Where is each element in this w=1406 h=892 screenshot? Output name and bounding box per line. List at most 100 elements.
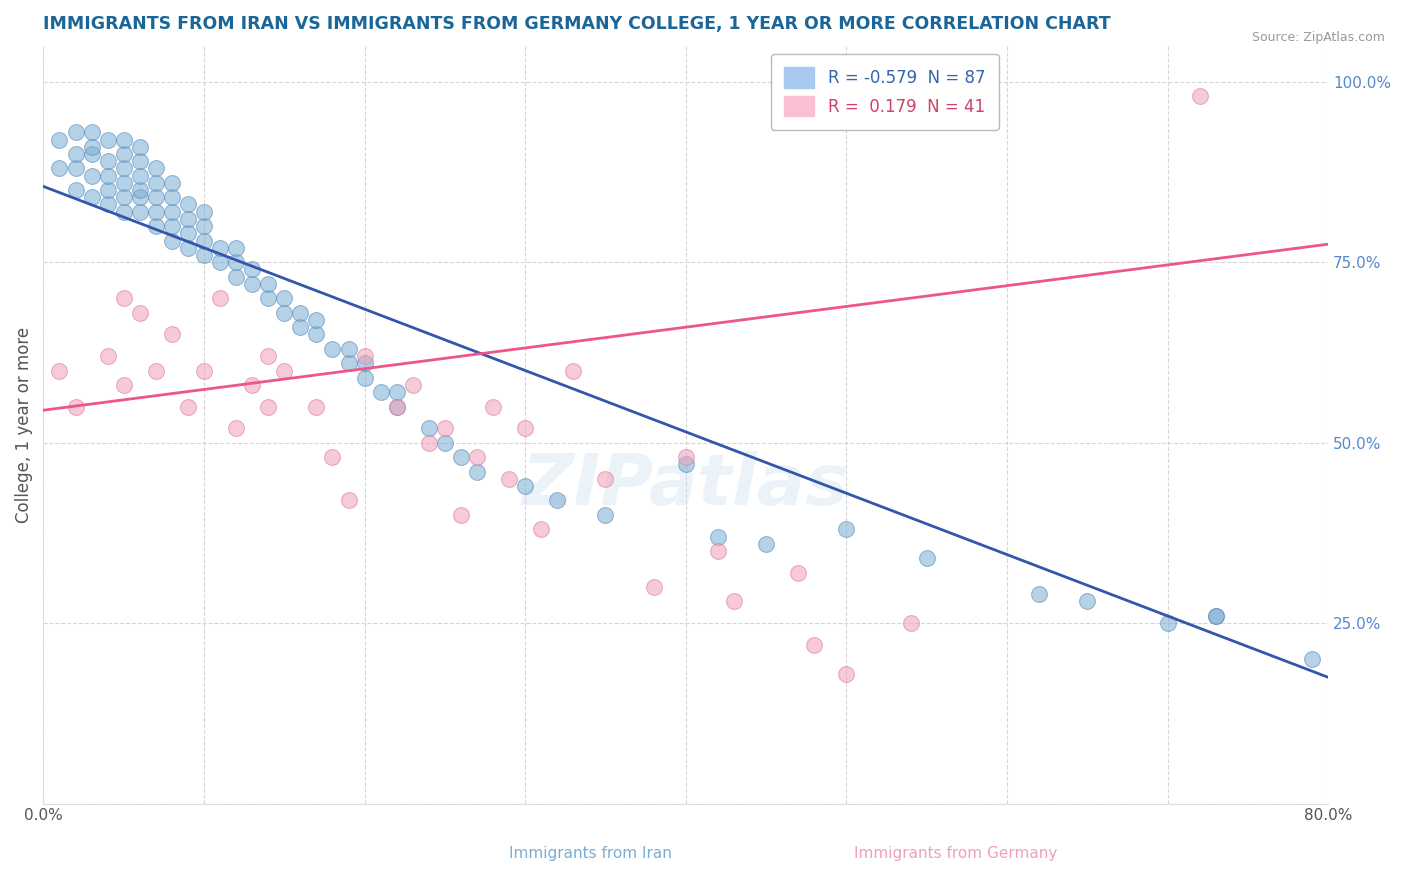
Point <box>482 400 505 414</box>
Point <box>112 190 135 204</box>
Point <box>353 356 375 370</box>
Point <box>80 190 103 204</box>
Point <box>290 320 312 334</box>
Point <box>675 458 697 472</box>
Point <box>370 385 392 400</box>
Point <box>385 400 408 414</box>
Point <box>80 125 103 139</box>
Point <box>65 183 87 197</box>
Point <box>112 204 135 219</box>
Point <box>128 306 150 320</box>
Point <box>80 147 103 161</box>
Point <box>305 327 328 342</box>
Point <box>112 291 135 305</box>
Point <box>787 566 810 580</box>
Point <box>707 544 730 558</box>
Point <box>193 363 215 377</box>
Point <box>707 529 730 543</box>
Point <box>177 227 200 241</box>
Y-axis label: College, 1 year or more: College, 1 year or more <box>15 326 32 523</box>
Point <box>385 385 408 400</box>
Point <box>321 450 343 464</box>
Point <box>112 161 135 176</box>
Point <box>273 306 295 320</box>
Point <box>48 132 70 146</box>
Point <box>498 472 520 486</box>
Point <box>128 190 150 204</box>
Point <box>177 241 200 255</box>
Point <box>755 537 778 551</box>
Point <box>65 161 87 176</box>
Point <box>160 234 183 248</box>
Point <box>209 291 232 305</box>
Point <box>193 248 215 262</box>
Point <box>353 370 375 384</box>
Point <box>305 313 328 327</box>
Point <box>112 147 135 161</box>
Point <box>675 450 697 464</box>
Point <box>450 450 472 464</box>
Point <box>433 435 456 450</box>
Text: Source: ZipAtlas.com: Source: ZipAtlas.com <box>1251 31 1385 45</box>
Point <box>433 421 456 435</box>
Point <box>177 197 200 211</box>
Point <box>321 342 343 356</box>
Point <box>145 176 167 190</box>
Point <box>193 234 215 248</box>
Point <box>97 132 120 146</box>
Point <box>225 241 247 255</box>
Point <box>418 435 440 450</box>
Text: ZIPatlas: ZIPatlas <box>522 450 849 520</box>
Point <box>145 190 167 204</box>
Point <box>128 139 150 153</box>
Point <box>900 616 922 631</box>
Point <box>305 400 328 414</box>
Point <box>915 551 938 566</box>
Point <box>290 306 312 320</box>
Point <box>48 161 70 176</box>
Point <box>193 204 215 219</box>
Point <box>337 493 360 508</box>
Point <box>97 154 120 169</box>
Point <box>160 327 183 342</box>
Point <box>160 190 183 204</box>
Point <box>112 378 135 392</box>
Legend: R = -0.579  N = 87, R =  0.179  N = 41: R = -0.579 N = 87, R = 0.179 N = 41 <box>770 54 998 129</box>
Point <box>530 522 553 536</box>
Point <box>835 522 858 536</box>
Point <box>97 349 120 363</box>
Point <box>65 125 87 139</box>
Point <box>80 139 103 153</box>
Point <box>546 493 568 508</box>
Text: Immigrants from Iran: Immigrants from Iran <box>509 846 672 861</box>
Point <box>1205 609 1227 624</box>
Point <box>1028 587 1050 601</box>
Point <box>80 169 103 183</box>
Point <box>97 197 120 211</box>
Point <box>385 400 408 414</box>
Point <box>450 508 472 522</box>
Point <box>803 638 825 652</box>
Point <box>48 363 70 377</box>
Point <box>353 349 375 363</box>
Point <box>112 176 135 190</box>
Point <box>465 450 488 464</box>
Point <box>145 219 167 234</box>
Point <box>97 169 120 183</box>
Point <box>1156 616 1178 631</box>
Point <box>177 211 200 226</box>
Point <box>273 363 295 377</box>
Point <box>209 241 232 255</box>
Point <box>723 594 745 608</box>
Point <box>595 508 617 522</box>
Point <box>65 400 87 414</box>
Point <box>595 472 617 486</box>
Point <box>145 363 167 377</box>
Point <box>225 421 247 435</box>
Point <box>145 161 167 176</box>
Point <box>257 349 280 363</box>
Point <box>240 262 263 277</box>
Point <box>562 363 585 377</box>
Point <box>1076 594 1098 608</box>
Text: IMMIGRANTS FROM IRAN VS IMMIGRANTS FROM GERMANY COLLEGE, 1 YEAR OR MORE CORRELAT: IMMIGRANTS FROM IRAN VS IMMIGRANTS FROM … <box>44 15 1111 33</box>
